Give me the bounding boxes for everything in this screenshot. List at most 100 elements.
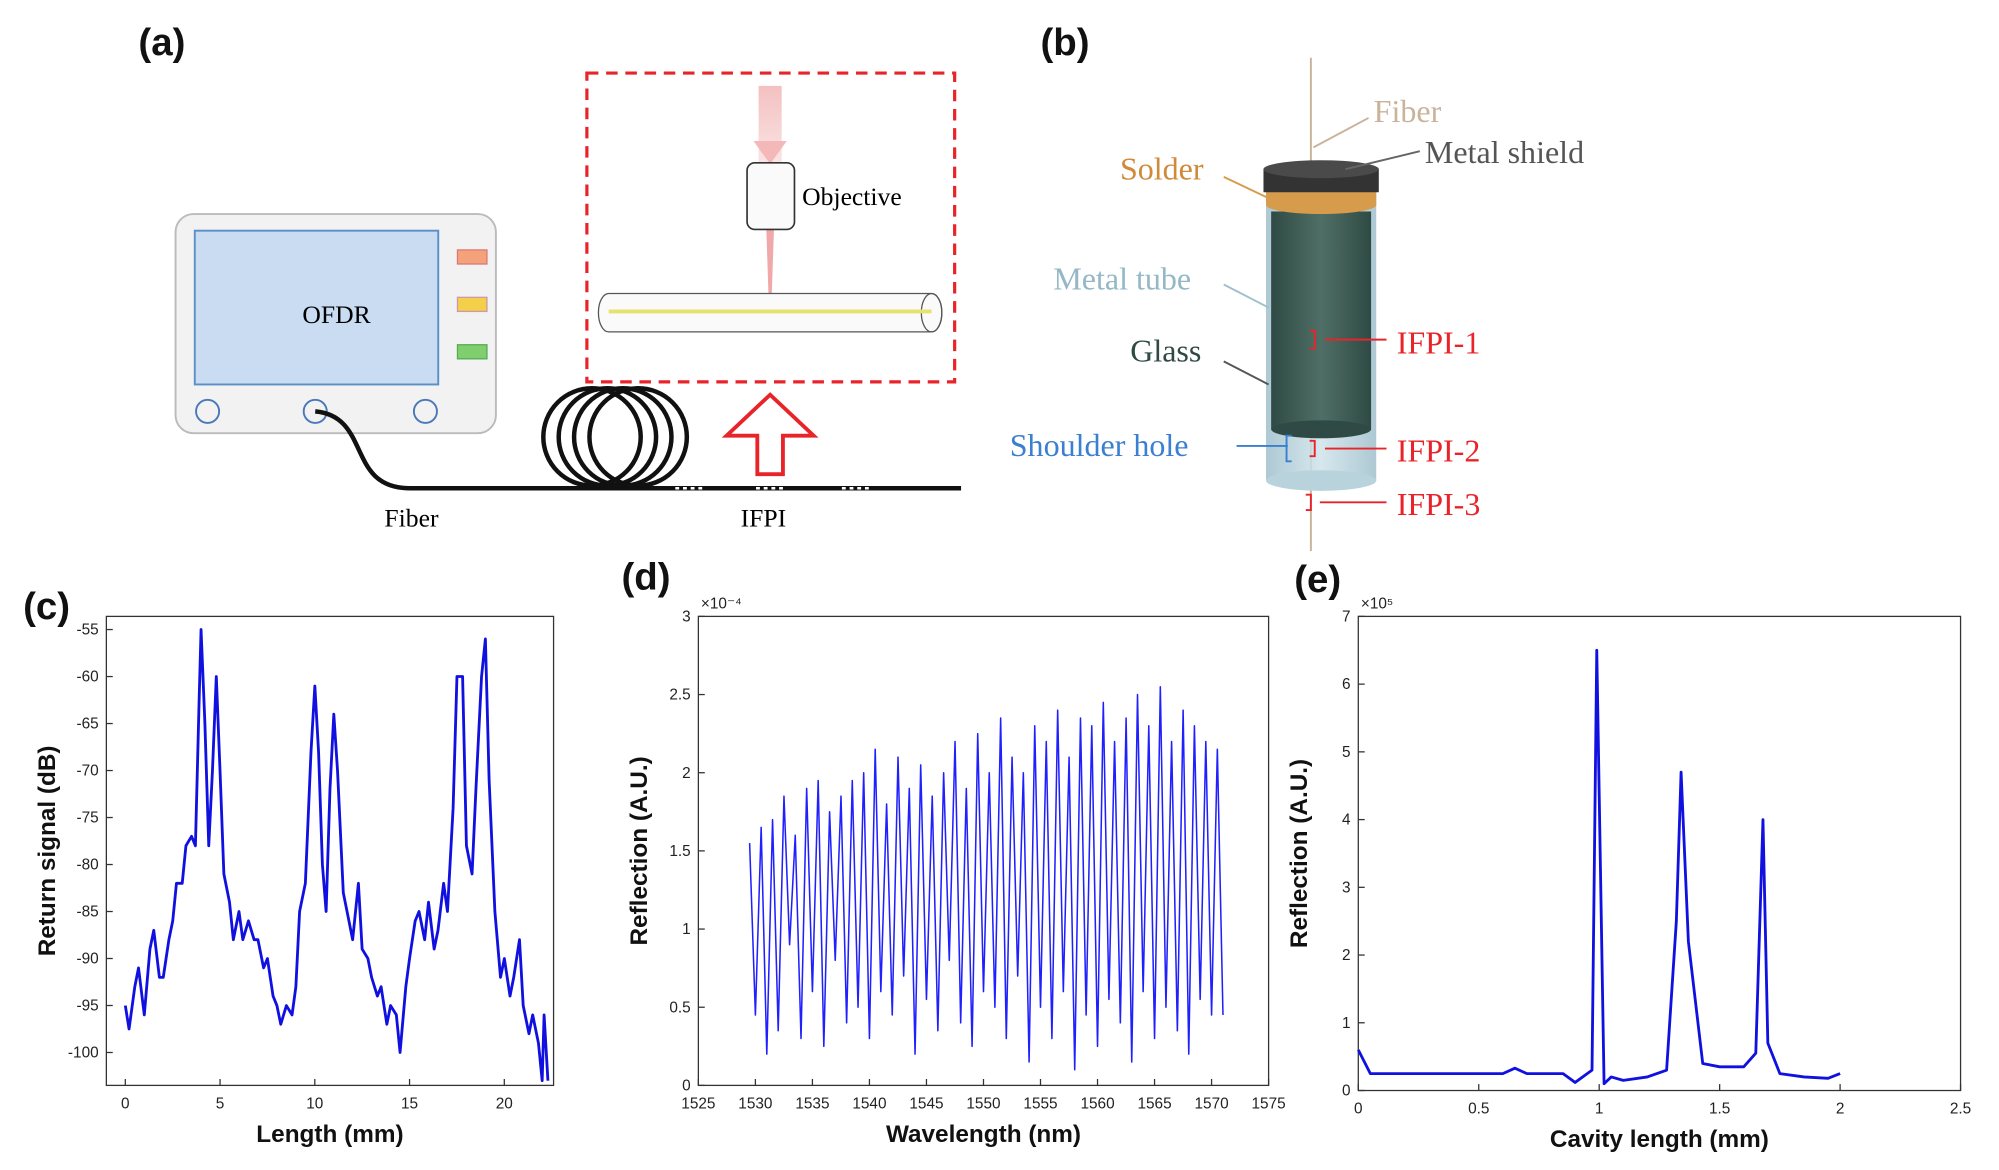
x-tick-label: 0.5 xyxy=(1468,1101,1489,1118)
ifpi-label: IFPI-2 xyxy=(1397,432,1481,468)
zoom-box xyxy=(585,71,957,384)
y-tick-label: 3 xyxy=(1342,879,1351,896)
x-tick-label: 2.5 xyxy=(1950,1101,1971,1118)
panel-label: (a) xyxy=(138,21,185,64)
y-tick-label: 2.5 xyxy=(669,687,690,704)
y-tick-label: 2 xyxy=(682,765,691,782)
shield-label: Metal shield xyxy=(1425,134,1584,170)
x-tick-label: 1525 xyxy=(681,1095,715,1112)
y-tick-label: 1 xyxy=(682,921,691,938)
data-line xyxy=(1357,648,1841,1086)
x-tick-label: 10 xyxy=(306,1095,323,1112)
x-tick-label: 0 xyxy=(121,1095,130,1112)
y-tick-label: -60 xyxy=(76,669,98,686)
y-axis-label: Reflection (A.U.) xyxy=(1286,759,1313,948)
y-axis-label: Reflection (A.U.) xyxy=(626,756,653,945)
x-tick-label: 1540 xyxy=(852,1095,886,1112)
ifpi-label: IFPI xyxy=(741,504,787,533)
shield-top xyxy=(1263,160,1379,179)
fiber-label: Fiber xyxy=(384,504,439,533)
port xyxy=(195,398,221,424)
screen xyxy=(193,229,440,386)
objective-label: Objective xyxy=(802,182,902,211)
y-exponent: ×10⁻⁴ xyxy=(701,596,742,613)
port xyxy=(412,398,438,424)
data-line xyxy=(748,685,1224,1071)
panel-label: (e) xyxy=(1294,558,1341,601)
panel-label: (b) xyxy=(1041,21,1090,64)
glass xyxy=(1271,211,1372,430)
focused-beam xyxy=(766,228,774,306)
y-tick-label: 1 xyxy=(1342,1015,1351,1032)
button xyxy=(456,344,488,360)
plot-frame xyxy=(105,615,555,1087)
x-tick-label: 5 xyxy=(216,1095,225,1112)
x-axis-label: Wavelength (nm) xyxy=(886,1121,1081,1148)
solder-label: Solder xyxy=(1120,150,1204,186)
x-tick-label: 1 xyxy=(1595,1101,1604,1118)
y-tick-label: 3 xyxy=(682,609,691,626)
x-axis-label: Cavity length (mm) xyxy=(1550,1126,1769,1153)
fiber-label: Fiber xyxy=(1374,93,1442,129)
plot-frame xyxy=(697,615,1270,1087)
x-tick-label: 1565 xyxy=(1137,1095,1171,1112)
ifpi-label: IFPI-3 xyxy=(1397,486,1481,522)
y-tick-label: -90 xyxy=(76,951,98,968)
tube-bottom xyxy=(1266,470,1377,491)
fiber xyxy=(314,409,962,491)
y-tick-label: -70 xyxy=(76,763,98,780)
panel-label: (d) xyxy=(621,555,670,598)
objective xyxy=(746,161,796,231)
y-tick-label: 7 xyxy=(1342,609,1351,626)
x-tick-label: 2 xyxy=(1836,1101,1845,1118)
diagram-a: OFDR Fiber IFPI Objective xyxy=(174,71,962,533)
x-tick-label: 1575 xyxy=(1252,1095,1286,1112)
y-tick-label: 0 xyxy=(1342,1083,1351,1100)
y-tick-label: -55 xyxy=(76,622,98,639)
solder-ring xyxy=(1266,196,1377,215)
y-tick-label: -95 xyxy=(76,998,98,1015)
y-tick-label: 6 xyxy=(1342,676,1351,693)
y-tick-label: -80 xyxy=(76,857,98,874)
y-tick-label: 0.5 xyxy=(669,999,690,1016)
diagram-b: Fiber Metal shield Solder Metal tube Gla… xyxy=(1010,57,1584,552)
x-tick-label: 20 xyxy=(496,1095,513,1112)
y-tick-label: 5 xyxy=(1342,744,1351,761)
plot-frame xyxy=(1357,615,1962,1092)
y-exponent: ×10⁵ xyxy=(1361,596,1393,613)
y-tick-label: -75 xyxy=(76,810,98,827)
device-label: OFDR xyxy=(302,300,371,329)
panel-label: (c) xyxy=(23,585,70,628)
x-tick-label: 1570 xyxy=(1194,1095,1228,1112)
y-tick-label: 1.5 xyxy=(669,843,690,860)
button xyxy=(456,296,488,313)
beam-arrow xyxy=(753,140,787,165)
y-tick-label: -65 xyxy=(76,716,98,733)
y-tick-label: -100 xyxy=(68,1045,99,1062)
ifpi-label: IFPI-1 xyxy=(1397,325,1481,361)
x-tick-label: 1545 xyxy=(909,1095,943,1112)
button xyxy=(456,249,488,265)
x-tick-label: 1530 xyxy=(738,1095,772,1112)
x-tick-label: 15 xyxy=(401,1095,418,1112)
y-axis-label: Return signal (dB) xyxy=(34,745,61,956)
x-tick-label: 1550 xyxy=(966,1095,1000,1112)
y-tick-label: 2 xyxy=(1342,947,1351,964)
y-tick-label: 0 xyxy=(682,1078,691,1095)
tube-label: Metal tube xyxy=(1053,261,1191,297)
glass-bottom xyxy=(1271,420,1372,439)
x-axis-label: Length (mm) xyxy=(256,1121,403,1148)
zoom-arrow xyxy=(721,392,819,477)
x-tick-label: 1560 xyxy=(1080,1095,1114,1112)
x-tick-label: 1535 xyxy=(795,1095,829,1112)
shoulder-hole-label: Shoulder hole xyxy=(1010,427,1189,463)
data-line xyxy=(123,628,550,1083)
x-tick-label: 1555 xyxy=(1023,1095,1057,1112)
y-tick-label: 4 xyxy=(1342,812,1351,829)
x-tick-label: 0 xyxy=(1354,1101,1363,1118)
fiber-coil xyxy=(541,386,690,488)
glass-label: Glass xyxy=(1130,332,1201,368)
x-tick-label: 1.5 xyxy=(1709,1101,1730,1118)
